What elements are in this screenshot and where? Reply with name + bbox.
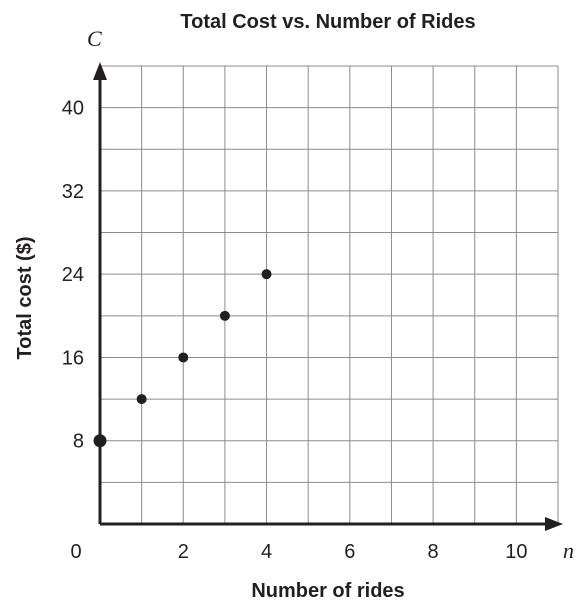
y-tick-label: 40 [62,98,84,120]
x-variable-label: n [563,538,574,563]
data-points [93,269,272,448]
chart-title: Total Cost vs. Number of Rides [180,11,475,33]
x-axis-arrow-icon [545,517,563,531]
x-tick-label: 0 [70,541,81,563]
y-axis-title: Total cost ($) [14,237,36,360]
y-tick-label: 16 [62,347,84,369]
y-variable-label: C [87,26,102,51]
y-tick-label: 32 [62,181,84,203]
data-point [136,394,147,405]
x-axis-title: Number of rides [251,580,404,602]
x-tick-label: 10 [505,541,527,563]
x-tick-label: 8 [428,541,439,563]
y-tick-label: 8 [73,431,84,453]
data-point [261,269,272,280]
grid [100,65,559,524]
y-tick-label: 24 [62,264,84,286]
y-axis-arrow-icon [93,62,107,80]
data-point [219,310,230,321]
axes [93,62,563,531]
data-point [93,434,107,448]
data-point [178,352,189,363]
x-tick-label: 2 [178,541,189,563]
x-tick-label: 6 [344,541,355,563]
x-tick-label: 4 [261,541,272,563]
